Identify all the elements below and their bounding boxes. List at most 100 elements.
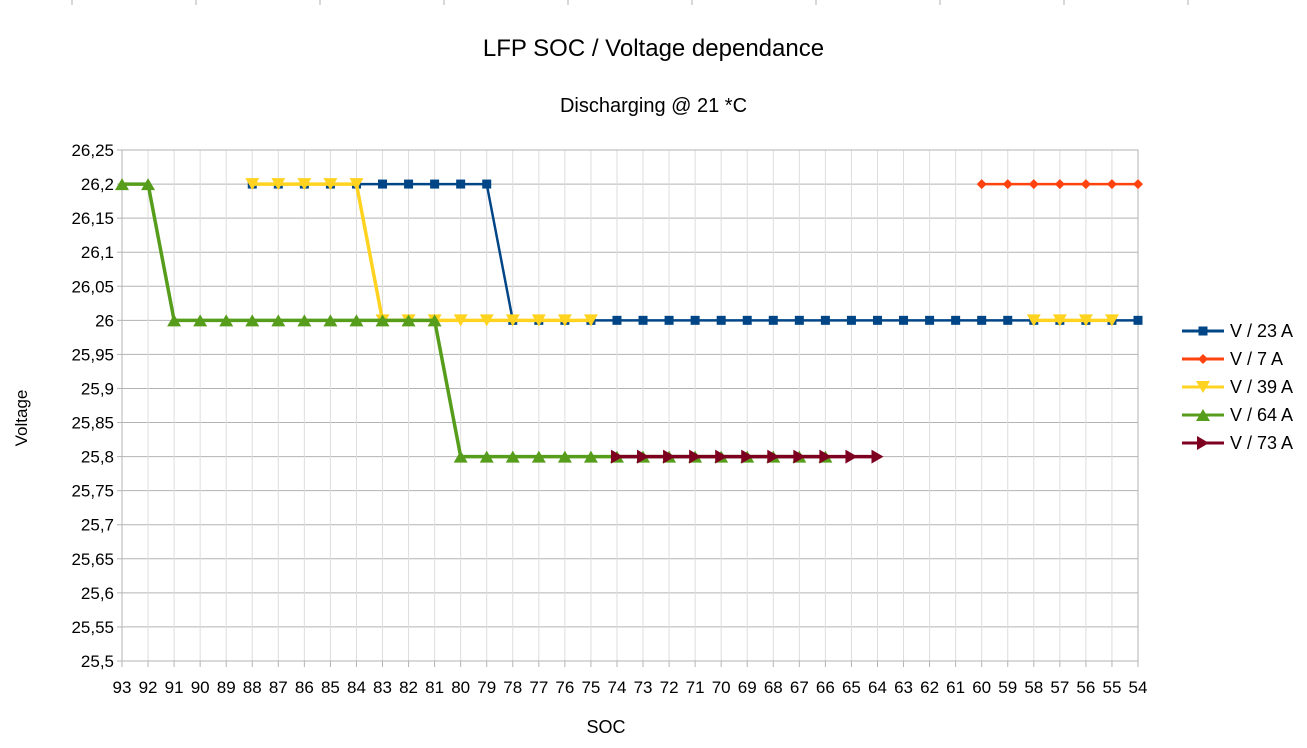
x-tick-label: 80 [451, 678, 470, 697]
data-point [820, 315, 830, 325]
data-point [479, 314, 494, 327]
y-tick-label: 26,25 [71, 141, 114, 160]
x-tick-label: 85 [321, 678, 340, 697]
data-point [819, 449, 832, 464]
data-point [899, 315, 909, 325]
data-point [349, 314, 364, 327]
data-point [479, 450, 494, 463]
data-point [219, 314, 234, 327]
data-point [976, 179, 987, 190]
x-tick-label: 84 [347, 678, 366, 697]
data-point [768, 315, 778, 325]
data-point [349, 178, 364, 191]
x-tick-label: 75 [581, 678, 600, 697]
data-point [1133, 179, 1143, 190]
x-tick-label: 82 [399, 678, 418, 697]
data-point [612, 315, 622, 325]
data-point [1052, 314, 1067, 327]
data-point [245, 314, 260, 327]
legend-label: V / 64 A [1230, 405, 1294, 425]
data-point [794, 315, 804, 325]
x-tick-label: 62 [920, 678, 939, 697]
data-point [245, 178, 260, 191]
data-point [1026, 314, 1041, 327]
legend-swatch [1182, 354, 1224, 364]
data-point [793, 449, 806, 464]
data-point [716, 315, 726, 325]
data-point [872, 315, 882, 325]
x-tick-label: 77 [529, 678, 548, 697]
x-tick-label: 73 [634, 678, 653, 697]
legend-marker [1196, 409, 1210, 421]
y-tick-label: 25,65 [71, 550, 114, 569]
y-tick-labels: 25,5 25,55 25,6 25,65 25,7 25,75 25,8 25,85 25,9… [71, 141, 114, 671]
chart-subtitle: Discharging @ 21 *C [559, 95, 748, 117]
x-tick-label: 70 [712, 678, 731, 697]
x-tick-label: 93 [113, 678, 132, 697]
data-point [1106, 179, 1117, 190]
x-tick-label: 78 [503, 678, 522, 697]
x-axis-label: SOC [586, 717, 626, 737]
x-tick-label: 86 [295, 678, 314, 697]
legend-marker [1197, 436, 1209, 450]
data-point [297, 314, 312, 327]
data-point [741, 449, 754, 464]
legend-label: V / 7 A [1230, 349, 1284, 369]
data-point [689, 449, 702, 464]
x-tick-label: 61 [946, 678, 965, 697]
y-tick-label: 25,95 [71, 345, 114, 364]
data-point [297, 178, 312, 191]
data-point [375, 314, 390, 327]
data-point [453, 314, 468, 327]
data-point [1002, 179, 1013, 190]
y-tick-label: 25,55 [71, 618, 114, 637]
data-point [638, 315, 648, 325]
data-point [767, 449, 780, 464]
x-tick-label: 63 [894, 678, 913, 697]
data-point [141, 178, 156, 191]
y-tick-label: 25,8 [81, 448, 114, 467]
data-point [456, 179, 466, 189]
data-point [951, 315, 961, 325]
series-v-7-a [976, 179, 1143, 190]
data-point [323, 314, 338, 327]
data-point [531, 314, 546, 327]
data-point [271, 314, 286, 327]
legend-label: V / 23 A [1230, 321, 1294, 341]
x-tick-label: 83 [373, 678, 392, 697]
legend-swatch [1182, 381, 1224, 393]
legend-marker [1198, 326, 1208, 336]
x-tick-label: 79 [477, 678, 496, 697]
data-point [742, 315, 752, 325]
axes [71, 0, 1189, 667]
legend-swatch [1182, 326, 1224, 336]
data-point [925, 315, 935, 325]
data-point [1133, 315, 1143, 325]
data-point [378, 179, 388, 189]
data-point [531, 450, 546, 463]
x-tick-label: 57 [1050, 678, 1069, 697]
x-tick-label: 91 [165, 678, 184, 697]
x-tick-label: 65 [842, 678, 861, 697]
y-tick-label: 26,05 [71, 277, 114, 296]
x-tick-label: 55 [1102, 678, 1121, 697]
legend-marker [1198, 354, 1208, 364]
x-tick-label: 58 [1024, 678, 1043, 697]
x-tick-label: 90 [191, 678, 210, 697]
y-tick-label: 25,7 [81, 516, 114, 535]
y-tick-label: 26,15 [71, 209, 114, 228]
data-point [404, 179, 414, 189]
y-tick-label: 26,1 [81, 243, 114, 262]
x-tick-label: 74 [608, 678, 627, 697]
data-point [663, 449, 676, 464]
chart-title: LFP SOC / Voltage dependance [482, 35, 825, 62]
x-tick-label: 66 [816, 678, 835, 697]
legend-label: V / 39 A [1230, 377, 1294, 397]
y-tick-label: 25,85 [71, 414, 114, 433]
x-tick-label: 68 [764, 678, 783, 697]
y-tick-label: 25,5 [81, 652, 114, 671]
legend-swatch [1182, 436, 1224, 450]
legend-label: V / 73 A [1230, 433, 1294, 453]
x-tick-label: 59 [998, 678, 1017, 697]
